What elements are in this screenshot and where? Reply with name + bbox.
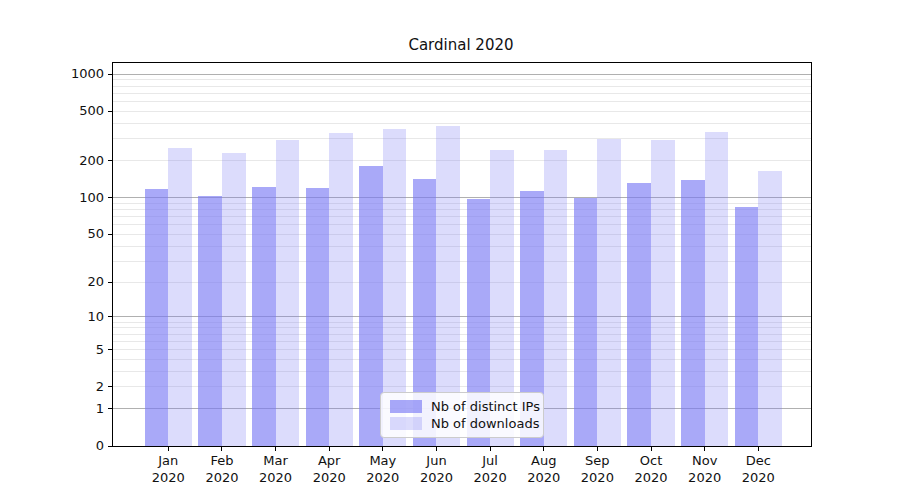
- x-tick-label: Apr2020: [299, 452, 359, 486]
- y-tick-label: 200: [30, 153, 104, 169]
- gridline-minor: [113, 93, 811, 94]
- bar-downloads: [329, 133, 353, 446]
- gridline-major: [113, 74, 811, 75]
- bar-downloads: [222, 153, 246, 446]
- y-tick-label: 100: [30, 190, 104, 206]
- y-tick-mark: [108, 316, 113, 317]
- gridline-minor: [113, 101, 811, 102]
- x-tick-label: Aug2020: [514, 452, 574, 486]
- bar-downloads: [544, 150, 568, 446]
- bar-distinct-ips: [627, 183, 651, 446]
- gridline-minor: [113, 86, 811, 87]
- x-tick-label: Mar2020: [246, 452, 306, 486]
- legend-swatch-downloads: [390, 417, 422, 430]
- x-tick-label: Jun2020: [406, 452, 466, 486]
- x-tick-mark: [275, 446, 276, 451]
- y-tick-mark: [108, 386, 113, 387]
- bar-downloads: [758, 171, 782, 446]
- x-tick-mark: [329, 446, 330, 451]
- y-tick-label: 5: [30, 342, 104, 358]
- y-tick-mark: [108, 349, 113, 350]
- y-tick-label: 0: [30, 438, 104, 454]
- bar-distinct-ips: [735, 207, 759, 446]
- bar-distinct-ips: [306, 188, 330, 446]
- x-tick-mark: [651, 446, 652, 451]
- y-tick-label: 20: [30, 274, 104, 290]
- gridline-minor: [113, 111, 811, 112]
- bar-distinct-ips: [145, 189, 169, 446]
- x-tick-mark: [543, 446, 544, 451]
- y-tick-mark: [108, 111, 113, 112]
- legend: Nb of distinct IPs Nb of downloads: [380, 392, 544, 438]
- legend-label: Nb of distinct IPs: [431, 399, 540, 414]
- y-tick-mark: [108, 160, 113, 161]
- x-tick-label: Dec2020: [728, 452, 788, 486]
- bar-distinct-ips: [198, 196, 222, 446]
- gridline-minor: [113, 79, 811, 80]
- x-tick-mark: [382, 446, 383, 451]
- y-tick-mark: [108, 74, 113, 75]
- x-tick-label: Jan2020: [138, 452, 198, 486]
- gridline-minor: [113, 123, 811, 124]
- y-tick-mark: [108, 197, 113, 198]
- x-tick-mark: [221, 446, 222, 451]
- bar-distinct-ips: [574, 198, 598, 446]
- plot-area: [112, 62, 812, 447]
- y-tick-label: 10: [30, 309, 104, 325]
- legend-item-distinct-ips: Nb of distinct IPs: [390, 398, 534, 415]
- x-tick-mark: [597, 446, 598, 451]
- y-tick-label: 500: [30, 103, 104, 119]
- x-tick-mark: [704, 446, 705, 451]
- figure: Cardinal 2020 0 1 2 5 10 20 50 100 200 500 1000 Ja…: [0, 0, 900, 500]
- x-tick-mark: [436, 446, 437, 451]
- legend-swatch-distinct-ips: [390, 400, 422, 413]
- bar-downloads: [651, 140, 675, 446]
- x-tick-label: Nov2020: [675, 452, 735, 486]
- y-tick-label: 2: [30, 379, 104, 395]
- bar-downloads: [597, 139, 621, 446]
- y-tick-mark: [108, 446, 113, 447]
- bar-downloads: [168, 148, 192, 446]
- bar-distinct-ips: [681, 180, 705, 446]
- y-tick-mark: [108, 234, 113, 235]
- y-tick-label: 1000: [30, 66, 104, 82]
- y-tick-label: 50: [30, 226, 104, 242]
- x-tick-mark: [490, 446, 491, 451]
- x-tick-label: Jul2020: [460, 452, 520, 486]
- y-tick-mark: [108, 408, 113, 409]
- y-tick-mark: [108, 282, 113, 283]
- bar-downloads: [276, 140, 300, 446]
- legend-item-downloads: Nb of downloads: [390, 415, 534, 432]
- chart-title: Cardinal 2020: [112, 36, 810, 54]
- x-tick-label: Oct2020: [621, 452, 681, 486]
- bar-downloads: [705, 132, 729, 446]
- x-tick-label: May2020: [353, 452, 413, 486]
- legend-label: Nb of downloads: [431, 416, 539, 431]
- x-tick-label: Feb2020: [192, 452, 252, 486]
- x-tick-mark: [168, 446, 169, 451]
- x-tick-label: Sep2020: [567, 452, 627, 486]
- y-tick-label: 1: [30, 401, 104, 417]
- bar-distinct-ips: [252, 187, 276, 446]
- x-tick-mark: [758, 446, 759, 451]
